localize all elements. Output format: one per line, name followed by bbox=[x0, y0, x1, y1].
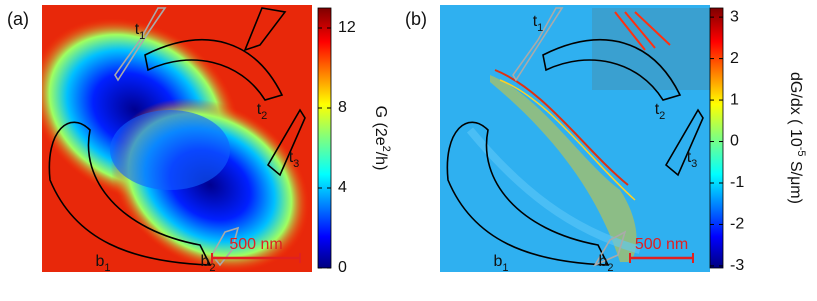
gate-label-sub: 3 bbox=[691, 158, 697, 170]
gate-label-text: b bbox=[493, 253, 502, 270]
gate-label-text: b bbox=[598, 253, 607, 270]
gate-label-sub: 1 bbox=[502, 262, 508, 274]
gate-label-sub: 3 bbox=[293, 158, 299, 170]
gate-label: t2 bbox=[257, 101, 268, 122]
colorbar-tick-label: 0 bbox=[730, 133, 739, 150]
colorbar-tick-label: -1 bbox=[730, 174, 744, 191]
colorbar-tick-label: 0 bbox=[338, 259, 347, 276]
colorbar-label-part: 2 bbox=[380, 146, 392, 152]
map-b bbox=[440, 5, 710, 272]
gate-label-text: t bbox=[687, 149, 692, 166]
colorbar-tick-label: 4 bbox=[338, 179, 347, 196]
gate-label: t3 bbox=[687, 149, 698, 170]
gate-label: b2 bbox=[200, 253, 215, 274]
gate-label-text: t bbox=[257, 101, 262, 118]
colorbar-tick-label: -3 bbox=[730, 257, 744, 274]
gate-label: b2 bbox=[598, 253, 613, 274]
scale-bar-label: 500 nm bbox=[229, 236, 282, 253]
gate-label-sub: 1 bbox=[139, 30, 145, 42]
colorbar-tick-label: 3 bbox=[730, 8, 739, 25]
colorbar-tick-label: -2 bbox=[730, 216, 744, 233]
gate-label: t1 bbox=[533, 13, 544, 34]
gate-label-sub: 2 bbox=[209, 262, 215, 274]
colorbar-label: dG/dx ( 10-5 S/μm) bbox=[787, 72, 807, 204]
colorbar-label-part: G (2e bbox=[372, 106, 389, 146]
panel-label: (b) bbox=[405, 9, 427, 29]
gate-label: t3 bbox=[289, 149, 300, 170]
gate-label-sub: 2 bbox=[261, 110, 267, 122]
colorbar-tick-label: 8 bbox=[338, 99, 347, 116]
colorbar-label-part: dG/dx ( 10 bbox=[787, 72, 804, 147]
colorbar-tick-label: 2 bbox=[730, 50, 739, 67]
colorbar-tick-label: 12 bbox=[338, 19, 356, 36]
gate-label-text: t bbox=[289, 149, 294, 166]
colorbar-label-part: /h) bbox=[372, 152, 389, 171]
gate-label-text: b bbox=[200, 253, 209, 270]
gate-label-text: t bbox=[533, 13, 538, 30]
gate-label: t1 bbox=[135, 21, 146, 42]
map-a bbox=[42, 5, 312, 272]
panel-label: (a) bbox=[7, 9, 29, 29]
gate-label: b1 bbox=[95, 253, 110, 274]
colorbar-label: G (2e2/h) bbox=[372, 106, 392, 171]
colorbar-tick-label: 1 bbox=[730, 91, 739, 108]
gate-label: t2 bbox=[655, 101, 666, 122]
colorbar bbox=[317, 7, 332, 269]
gate-label-text: b bbox=[95, 253, 104, 270]
gate-label-sub: 2 bbox=[659, 110, 665, 122]
colorbar bbox=[709, 7, 724, 269]
colorbar-label-part: S/μm) bbox=[787, 157, 804, 204]
gate-label-sub: 2 bbox=[607, 262, 613, 274]
gate-label: b1 bbox=[493, 253, 508, 274]
gate-label-sub: 1 bbox=[537, 22, 543, 34]
colorbar-label-part: -5 bbox=[795, 147, 807, 157]
gate-label-text: t bbox=[655, 101, 660, 118]
gate-label-text: t bbox=[135, 21, 140, 38]
gate-label-sub: 1 bbox=[104, 262, 110, 274]
scale-bar-label: 500 nm bbox=[635, 236, 688, 253]
